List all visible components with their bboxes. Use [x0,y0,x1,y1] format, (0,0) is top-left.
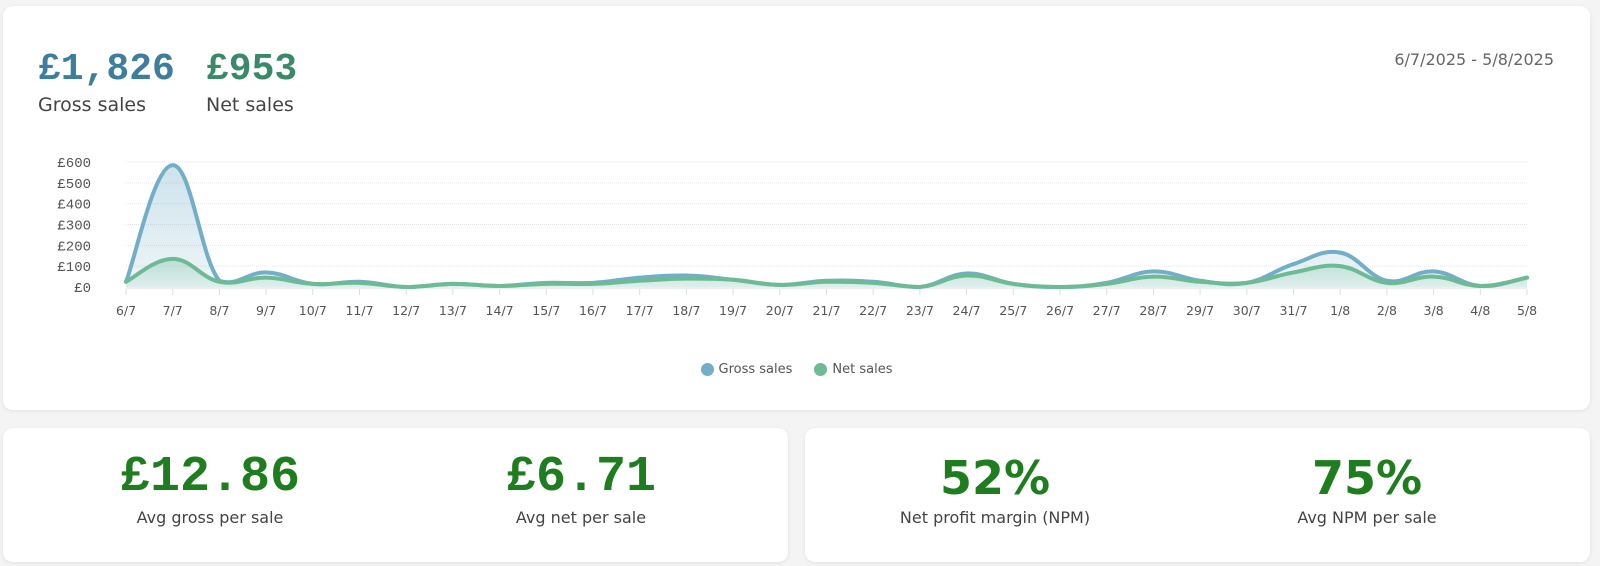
x-tick-label: 26/7 [1046,303,1074,318]
x-axis: 6/7 7/7 8/7 9/7 10/7 11/7 12/7 13/7 14/7 15/7 16/7… [116,289,1537,318]
x-tick-label: 29/7 [1186,303,1214,318]
npm-stat: 52% Net profit margin (NPM) [825,450,1165,527]
margin-stats-card: 52% Net profit margin (NPM) 75% Avg NPM … [805,428,1590,562]
avg-npm-value: 75% [1311,451,1423,505]
x-tick-label: 16/7 [579,303,607,318]
avg-npm-label: Avg NPM per sale [1297,508,1437,527]
x-tick-label: 8/7 [209,303,229,318]
x-tick-label: 24/7 [953,303,981,318]
avg-net-label: Avg net per sale [515,508,647,527]
gross-sales-summary: £1,826 Gross sales [38,48,175,117]
sales-area-chart[interactable]: £0 £100 £200 £300 £400 £500 £600 6/7 7/7 8/7 9/7 1… [3,6,1590,410]
x-tick-label: 10/7 [299,303,327,318]
x-tick-label: 15/7 [532,303,560,318]
x-tick-label: 11/7 [345,303,373,318]
x-tick-label: 19/7 [719,303,747,318]
x-tick-label: 20/7 [766,303,794,318]
x-tick-label: 6/7 [116,303,136,318]
gross-sales-line-area [126,165,1527,287]
x-tick-label: 25/7 [999,303,1027,318]
date-range[interactable]: 6/7/2025 - 5/8/2025 [1394,50,1554,69]
avg-net-stat: £6.71 Avg net per sale [411,449,751,528]
gross-sales-value: £1,826 [38,48,175,91]
x-tick-label: 14/7 [486,303,514,318]
avg-gross-stat: £12.86 Avg gross per sale [40,449,380,528]
avg-gross-label: Avg gross per sale [136,508,284,527]
x-tick-label: 4/8 [1470,303,1490,318]
gross-dot-icon [700,363,714,376]
x-tick-label: 17/7 [626,303,654,318]
x-tick-label: 27/7 [1093,303,1121,318]
x-tick-label: 18/7 [672,303,700,318]
avg-net-value: £6.71 [505,449,657,506]
net-dot-icon [814,363,828,376]
y-tick-label: £0 [74,281,91,297]
x-tick-label: 30/7 [1233,303,1261,318]
y-tick-label: £100 [57,260,91,276]
legend-gross-label: Gross sales [718,362,793,377]
x-tick-label: 3/8 [1424,303,1444,318]
chart-grid [126,161,1527,289]
x-tick-label: 7/7 [163,303,183,318]
npm-value: 52% [939,451,1051,505]
x-tick-label: 28/7 [1139,303,1167,318]
x-tick-label: 22/7 [859,303,887,318]
y-tick-label: £400 [57,198,91,214]
gross-sales-label: Gross sales [38,94,146,116]
x-tick-label: 31/7 [1279,303,1307,318]
avg-npm-stat: 75% Avg NPM per sale [1197,450,1537,527]
npm-label: Net profit margin (NPM) [899,508,1091,527]
x-tick-label: 9/7 [256,303,276,318]
chart-series [124,163,1529,289]
y-tick-label: £600 [57,156,91,172]
x-tick-label: 12/7 [392,303,420,318]
x-tick-label: 2/8 [1377,303,1397,318]
net-sales-label: Net sales [206,94,294,116]
x-tick-label: 13/7 [439,303,467,318]
x-tick-label: 23/7 [906,303,934,318]
legend-item-gross[interactable]: Gross sales [700,362,793,377]
legend-net-label: Net sales [832,362,893,377]
avg-gross-value: £12.86 [119,449,301,506]
x-tick-label: 1/8 [1330,303,1350,318]
per-sale-stats-card: £12.86 Avg gross per sale £6.71 Avg net … [3,428,788,562]
net-sales-value: £953 [206,48,298,91]
y-axis: £0 £100 £200 £300 £400 £500 £600 [57,156,91,297]
y-tick-label: £200 [57,239,91,255]
x-tick-label: 21/7 [812,303,840,318]
y-tick-label: £500 [57,177,91,193]
y-tick-label: £300 [57,219,91,235]
net-sales-line[interactable] [124,256,1529,289]
chart-legend: Gross sales Net sales [3,362,1590,377]
x-tick-label: 5/8 [1517,303,1537,318]
legend-item-net[interactable]: Net sales [814,362,892,377]
sales-chart-card: £1,826 Gross sales £953 Net sales 6/7/20… [3,6,1590,410]
net-sales-summary: £953 Net sales [206,48,298,117]
